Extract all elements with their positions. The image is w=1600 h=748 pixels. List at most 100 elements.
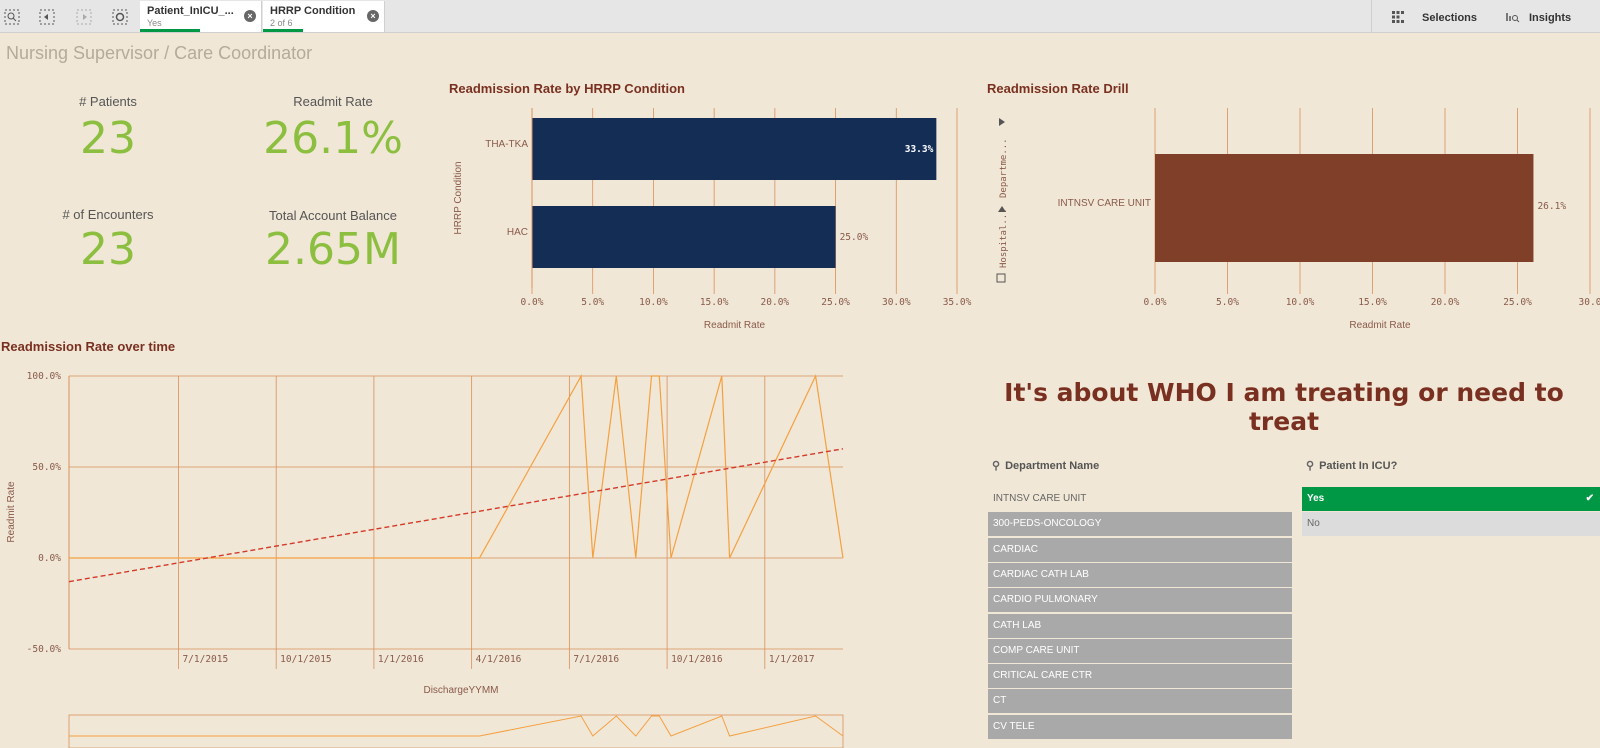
readmission-line-chart[interactable]: 100.0% 50.0% 0.0% -50.0% 7/1/2015 10/1/2015 1/…	[0, 360, 850, 748]
chip-subtitle: 2 of 6	[270, 18, 293, 28]
filter-item-cv-tele[interactable]: CV TELE	[988, 714, 1292, 739]
y-axis-title: Readmit Rate	[6, 481, 17, 543]
selections-button[interactable]: Selections	[1371, 0, 1485, 33]
icu-filter-label: Patient In ICU?	[1319, 460, 1398, 472]
x-tick-label: 20.0%	[1431, 297, 1460, 308]
x-tick-label: 25.0%	[821, 297, 850, 308]
search-icon: ⚲	[1306, 460, 1315, 472]
hrrp-chart-title: Readmission Rate by HRRP Condition	[449, 81, 685, 96]
section-heading: It's about WHO I am treating or need to …	[1004, 378, 1564, 436]
filter-item-label: CARDIAC	[993, 543, 1039, 555]
drill-level-department: Departme...	[999, 138, 1009, 198]
data-label: 26.1%	[1537, 201, 1566, 212]
y-tick-label: 0.0%	[38, 553, 61, 564]
selection-state-bar	[263, 29, 303, 32]
x-tick-label: 1/1/2016	[378, 654, 424, 665]
selections-label: Selections	[1422, 12, 1478, 24]
chip-title: HRRP Condition	[270, 5, 356, 17]
kpi-patients-label: # Patients	[79, 94, 137, 109]
x-tick-label: 5.0%	[1216, 297, 1239, 308]
x-tick-label: 25.0%	[1503, 297, 1532, 308]
filter-item-label: CT	[993, 695, 1007, 707]
x-tick-label: 0.0%	[1144, 297, 1167, 308]
insights-button[interactable]: Insights	[1486, 0, 1600, 33]
clear-selections-icon[interactable]	[112, 9, 128, 25]
filter-item-cardiac-cath-lab[interactable]: CARDIAC CATH LAB	[988, 562, 1292, 587]
close-icon[interactable]: ×	[244, 10, 256, 22]
x-tick-label: 1/1/2017	[769, 654, 815, 665]
filter-item-comp-care-unit[interactable]: COMP CARE UNIT	[988, 638, 1292, 663]
filter-item-label: INTNSV CARE UNIT	[993, 493, 1087, 504]
smart-search-icon[interactable]	[4, 9, 20, 25]
filter-item-label: CV TELE	[993, 720, 1035, 732]
filter-item-label: Yes	[1307, 493, 1325, 504]
filter-item-yes[interactable]: Yes ✔	[1302, 487, 1600, 511]
step-forward-icon[interactable]	[76, 9, 92, 25]
filter-item-intnsv-care-unit[interactable]: INTNSV CARE UNIT	[988, 487, 1292, 511]
line-chart-title: Readmission Rate over time	[1, 339, 176, 354]
insights-icon	[1504, 9, 1520, 25]
filter-item-cath-lab[interactable]: CATH LAB	[988, 613, 1292, 638]
category-label: THA-TKA	[485, 139, 528, 150]
kpi-encounters-label: # of Encounters	[62, 207, 154, 222]
toolbar: Patient_InICU_... Yes × HRRP Condition 2…	[0, 0, 1600, 33]
kpi-encounters-value: 23	[80, 224, 136, 275]
x-tick-label: 7/1/2015	[182, 654, 228, 665]
kpi-balance-value: 2.65M	[265, 224, 401, 275]
x-axis-title: Readmit Rate	[704, 320, 766, 331]
bar-tha-tka	[532, 118, 937, 180]
drill-chart-title: Readmission Rate Drill	[987, 81, 1129, 96]
filter-item-ct[interactable]: CT	[988, 689, 1292, 714]
selection-state-bar	[140, 29, 200, 32]
filter-item-label: CARDIO PULMONARY	[993, 594, 1098, 606]
filter-item-critical-care-ctr[interactable]: CRITICAL CARE CTR	[988, 664, 1292, 689]
kpi-readmit-label: Readmit Rate	[293, 94, 373, 109]
expand-arrow-icon	[999, 118, 1005, 126]
selections-icon	[1390, 9, 1406, 25]
department-filter-title[interactable]: ⚲ Department Name	[992, 459, 1099, 472]
x-tick-label: 15.0%	[700, 297, 729, 308]
chip-subtitle: Yes	[147, 18, 162, 28]
drill-up-arrow-icon	[998, 206, 1006, 212]
x-tick-label: 20.0%	[761, 297, 790, 308]
filter-item-label: COMP CARE UNIT	[993, 644, 1080, 656]
hrrp-bar-chart[interactable]: 0.0% 5.0% 10.0% 15.0% 20.0% 25.0% 30.0% 35.0% TH…	[449, 100, 989, 340]
range-scrubber	[68, 714, 844, 748]
kpi-readmit-value: 26.1%	[263, 113, 403, 164]
filter-item-cardiac[interactable]: CARDIAC	[988, 537, 1292, 562]
data-label: 25.0%	[840, 232, 869, 243]
drill-nav[interactable]: Departme... Hospital...	[990, 110, 1012, 292]
x-tick-label: 10.0%	[1286, 297, 1315, 308]
filter-item-cardio-pulmonary[interactable]: CARDIO PULMONARY	[988, 588, 1292, 613]
chip-title: Patient_InICU_...	[147, 5, 234, 17]
step-back-icon[interactable]	[39, 9, 55, 25]
check-icon: ✔	[1585, 493, 1594, 504]
x-tick-label: 30.0	[1579, 297, 1600, 308]
filter-item-label: CARDIAC CATH LAB	[993, 568, 1089, 580]
kpi-patients-value: 23	[80, 113, 136, 164]
scrubber-line	[69, 715, 844, 737]
category-label: INTNSV CARE UNIT	[1058, 198, 1151, 209]
department-filter-label: Department Name	[1005, 460, 1100, 472]
x-tick-label: 5.0%	[581, 297, 604, 308]
filter-item-label: CATH LAB	[993, 619, 1042, 631]
bar-intnsv-care-unit	[1155, 154, 1534, 262]
x-tick-label: 0.0%	[521, 297, 544, 308]
drill-bar-chart[interactable]: 0.0% 5.0% 10.0% 15.0% 20.0% 25.0% 30.0 INTNSV C…	[1014, 100, 1600, 340]
x-tick-label: 15.0%	[1358, 297, 1387, 308]
x-axis-title: Readmit Rate	[1349, 320, 1411, 331]
filter-item-no[interactable]: No	[1302, 512, 1600, 537]
data-label: 33.3%	[905, 144, 934, 155]
filter-item-label: No	[1307, 518, 1320, 530]
drill-level-hospital: Hospital...	[999, 208, 1009, 268]
icu-filter-title[interactable]: ⚲ Patient In ICU?	[1306, 459, 1397, 472]
close-icon[interactable]: ×	[367, 10, 379, 22]
x-tick-label: 10/1/2015	[280, 654, 331, 665]
selection-chip-hrrp[interactable]: HRRP Condition 2 of 6 ×	[263, 1, 385, 32]
bar-hac	[532, 206, 836, 268]
filter-item-300-peds-oncology[interactable]: 300-PEDS-ONCOLOGY	[988, 512, 1292, 537]
x-tick-label: 10/1/2016	[671, 654, 723, 665]
sheet-title: Nursing Supervisor / Care Coordinator	[6, 43, 313, 63]
selection-chip-icu[interactable]: Patient_InICU_... Yes ×	[140, 1, 262, 32]
trend-line	[68, 448, 844, 583]
